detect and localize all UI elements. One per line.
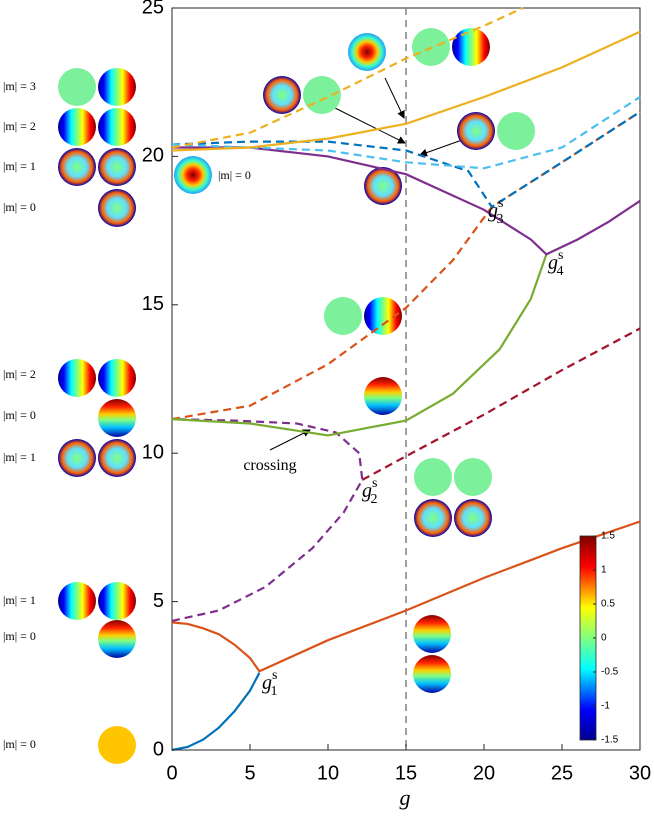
annotation: gs 2	[362, 476, 377, 507]
y-tick-label: 20	[142, 145, 164, 167]
x-tick-label: 30	[629, 762, 651, 784]
annotation-text: g	[262, 672, 272, 694]
curve	[171, 110, 641, 209]
x-tick-label: 10	[317, 762, 339, 784]
annotation-sub: 3	[496, 212, 503, 227]
annotation-text: crossing	[243, 457, 296, 474]
mode-image	[497, 112, 535, 150]
mode-image	[413, 655, 451, 693]
mode-label: |m| = 2	[3, 367, 36, 381]
curve	[171, 110, 641, 421]
colorbar-tick-label: 1.5	[601, 531, 615, 542]
curve	[171, 30, 641, 152]
mode-label: |m| = 0	[3, 629, 36, 643]
mode-image	[58, 68, 96, 106]
curve	[171, 520, 641, 673]
annotation-sub: 1	[270, 684, 277, 699]
x-axis-label: g	[400, 785, 411, 810]
arrow	[384, 77, 405, 119]
annotation-text: g	[488, 200, 498, 222]
colorbar-tick-label: -1.5	[601, 735, 619, 746]
annotation-text: g	[548, 252, 558, 274]
mode-image	[364, 167, 402, 205]
x-tick-label: 15	[395, 762, 417, 784]
mode-image	[348, 33, 386, 71]
colorbar-tick-label: -1	[601, 701, 610, 712]
mode-image	[58, 582, 96, 620]
mode-label: |m| = 2	[3, 119, 36, 133]
mode-image	[364, 377, 402, 415]
mode-image	[98, 582, 136, 620]
mode-image	[457, 112, 495, 150]
mode-image	[98, 68, 136, 106]
mode-image	[58, 148, 96, 186]
annotation: gs 4	[548, 248, 563, 279]
mode-image	[98, 108, 136, 146]
annotation-sup: s	[272, 668, 277, 683]
curve	[171, 253, 548, 437]
curve	[171, 672, 261, 752]
annotation-sub: 2	[370, 492, 377, 507]
curve	[171, 418, 364, 622]
mode-image	[414, 458, 452, 496]
y-tick-label: 15	[142, 293, 164, 315]
arrow	[269, 429, 311, 451]
mode-label: |m| = 0	[218, 168, 251, 182]
mode-label: |m| = 0	[3, 200, 36, 214]
mode-label: |m| = 1	[3, 593, 36, 607]
y-tick-label: 10	[142, 441, 164, 463]
mode-image	[263, 76, 301, 114]
annotation-text: g	[362, 480, 372, 502]
mode-image	[324, 297, 362, 335]
annotation: gs 3	[488, 196, 503, 227]
x-tick-label: 25	[551, 762, 573, 784]
mode-image	[98, 620, 136, 658]
annotation-sup: s	[372, 476, 377, 491]
mode-image	[414, 499, 452, 537]
mode-image	[413, 615, 451, 653]
arrow	[419, 139, 463, 157]
mode-image	[58, 439, 96, 477]
annotation-sub: 4	[556, 264, 563, 279]
arrow	[334, 107, 406, 144]
curve	[172, 146, 641, 256]
x-tick-label: 5	[244, 762, 255, 784]
mode-image	[58, 108, 96, 146]
x-tick-label: 20	[473, 762, 495, 784]
mode-label: |m| = 1	[3, 159, 36, 173]
y-tick-label: 0	[153, 738, 164, 760]
mode-label: |m| = 0	[3, 737, 36, 751]
mode-image	[98, 399, 136, 437]
curve	[171, 96, 641, 170]
annotation-sup: s	[558, 248, 563, 263]
mode-image	[98, 726, 136, 764]
mode-image	[452, 28, 490, 66]
mode-image	[174, 156, 212, 194]
y-tick-label: 5	[153, 590, 164, 612]
mode-image	[303, 76, 341, 114]
mode-label: |m| = 1	[3, 450, 36, 464]
mode-image	[454, 499, 492, 537]
annotation-sup: s	[498, 196, 503, 211]
mode-image	[58, 359, 96, 397]
mode-image	[454, 458, 492, 496]
annotation: gs 1	[262, 668, 277, 699]
colorbar-tick-label: 1	[601, 565, 607, 576]
mode-image	[98, 189, 136, 227]
colorbar-tick-label: 0	[601, 633, 607, 644]
y-tick-label: 25	[142, 0, 164, 18]
colorbar-tick-label: 0.5	[601, 599, 615, 610]
mode-image	[98, 359, 136, 397]
mode-label: |m| = 3	[3, 79, 36, 93]
mode-image	[364, 297, 402, 335]
colorbar-tick-label: -0.5	[601, 667, 619, 678]
annotation: crossing	[243, 457, 296, 474]
mode-image	[98, 439, 136, 477]
x-tick-label: 0	[166, 762, 177, 784]
mode-label: |m| = 0	[3, 408, 36, 422]
mode-image	[98, 148, 136, 186]
curve	[171, 6, 524, 149]
curve	[361, 327, 641, 481]
